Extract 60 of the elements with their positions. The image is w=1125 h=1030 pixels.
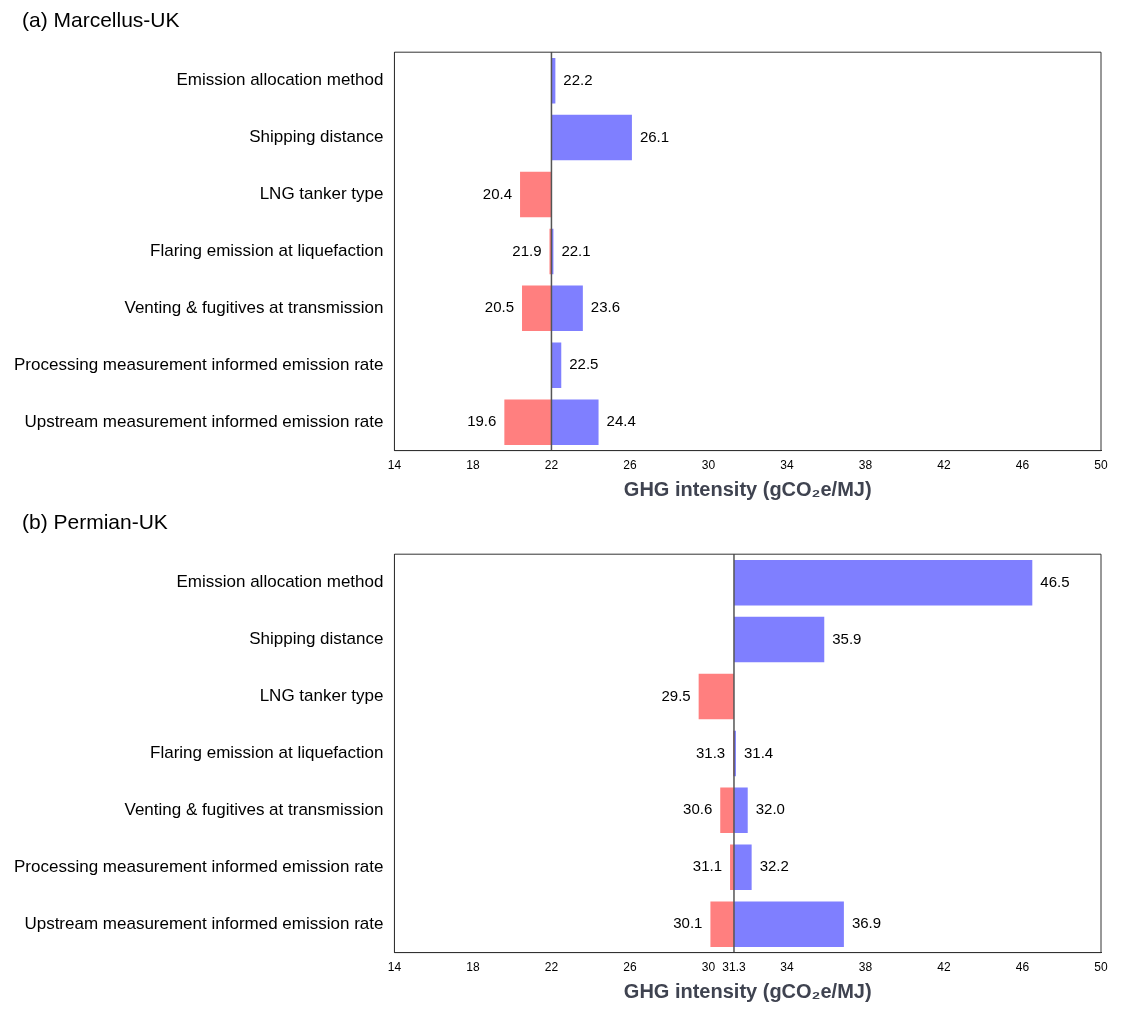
x-tick-label: 38 xyxy=(858,458,873,473)
x-tick-label: 38 xyxy=(858,960,873,975)
data-label: 20.4 xyxy=(482,184,513,202)
x-tick-label: 50 xyxy=(1094,960,1108,975)
y-tick-label: Processing measurement informed emission rate xyxy=(14,856,384,876)
data-label: 21.9 xyxy=(512,241,542,259)
data-label: 31.4 xyxy=(743,743,774,761)
data-label: 22.1 xyxy=(561,241,591,259)
x-tick-label: 18 xyxy=(466,458,480,473)
y-tick-label: Flaring emission at liquefaction xyxy=(150,241,384,261)
data-label: 20.5 xyxy=(484,298,515,316)
data-label: 46.5 xyxy=(1040,572,1070,590)
y-tick-label: LNG tanker type xyxy=(259,184,384,204)
data-label: 30.6 xyxy=(683,800,713,818)
y-tick-label: Flaring emission at liquefaction xyxy=(150,743,384,763)
data-label: 23.6 xyxy=(590,298,621,316)
x-tick-label: 46 xyxy=(1015,458,1030,473)
x-tick-label: 26 xyxy=(623,960,637,975)
x-tick-label: 34 xyxy=(780,960,794,975)
x-axis-title: GHG intensity (gCO₂e/MJ) xyxy=(623,477,872,500)
x-tick-label: 50 xyxy=(1094,458,1108,473)
data-label: 36.9 xyxy=(851,914,882,932)
data-label: 19.6 xyxy=(467,412,497,430)
x-tick-label: 34 xyxy=(780,458,794,473)
data-label: 22.5 xyxy=(569,355,599,373)
x-tick-label: 22 xyxy=(544,960,559,975)
data-label: 35.9 xyxy=(832,629,862,647)
y-tick-label: Upstream measurement informed emission rate xyxy=(24,411,384,431)
text: (a) Marcellus-UK xyxy=(22,8,181,32)
data-label: 32.0 xyxy=(755,800,785,818)
y-tick-label: LNG tanker type xyxy=(259,686,384,706)
y-tick-label: Processing measurement informed emission rate xyxy=(14,354,384,374)
y-tick-label: Emission allocation method xyxy=(176,70,384,90)
data-label: 31.3 xyxy=(695,743,726,761)
x-tick-label: 14 xyxy=(387,458,402,473)
x-tick-label: 22 xyxy=(544,458,559,473)
text: (b) Permian-UK xyxy=(22,510,169,534)
x-tick-label: 31.3 xyxy=(722,960,746,975)
data-label: 32.2 xyxy=(759,857,789,875)
y-tick-label: Emission allocation method xyxy=(176,572,384,592)
x-tick-label: 26 xyxy=(623,458,637,473)
y-tick-label: Shipping distance xyxy=(249,127,384,147)
data-label: 29.5 xyxy=(661,686,691,704)
x-tick-label: 14 xyxy=(387,960,402,975)
y-tick-label: Venting & fugitives at transmission xyxy=(124,800,384,819)
x-tick-label: 30 xyxy=(701,458,716,473)
data-label: 24.4 xyxy=(606,412,636,430)
data-label: 31.1 xyxy=(692,857,723,875)
y-tick-label: Venting & fugitives at transmission xyxy=(124,298,384,317)
x-tick-label: 18 xyxy=(466,960,480,975)
data-label: 26.1 xyxy=(639,127,670,145)
y-tick-label: Upstream measurement informed emission rate xyxy=(24,913,384,933)
x-tick-label: 42 xyxy=(937,960,951,975)
x-axis-title: GHG intensity (gCO₂e/MJ) xyxy=(623,979,872,1002)
x-tick-label: 46 xyxy=(1015,960,1030,975)
data-label: 30.1 xyxy=(673,914,703,932)
x-tick-label: 30 xyxy=(701,960,716,975)
x-tick-label: 42 xyxy=(937,458,951,473)
y-tick-label: Shipping distance xyxy=(249,629,384,649)
data-label: 22.2 xyxy=(563,70,593,88)
